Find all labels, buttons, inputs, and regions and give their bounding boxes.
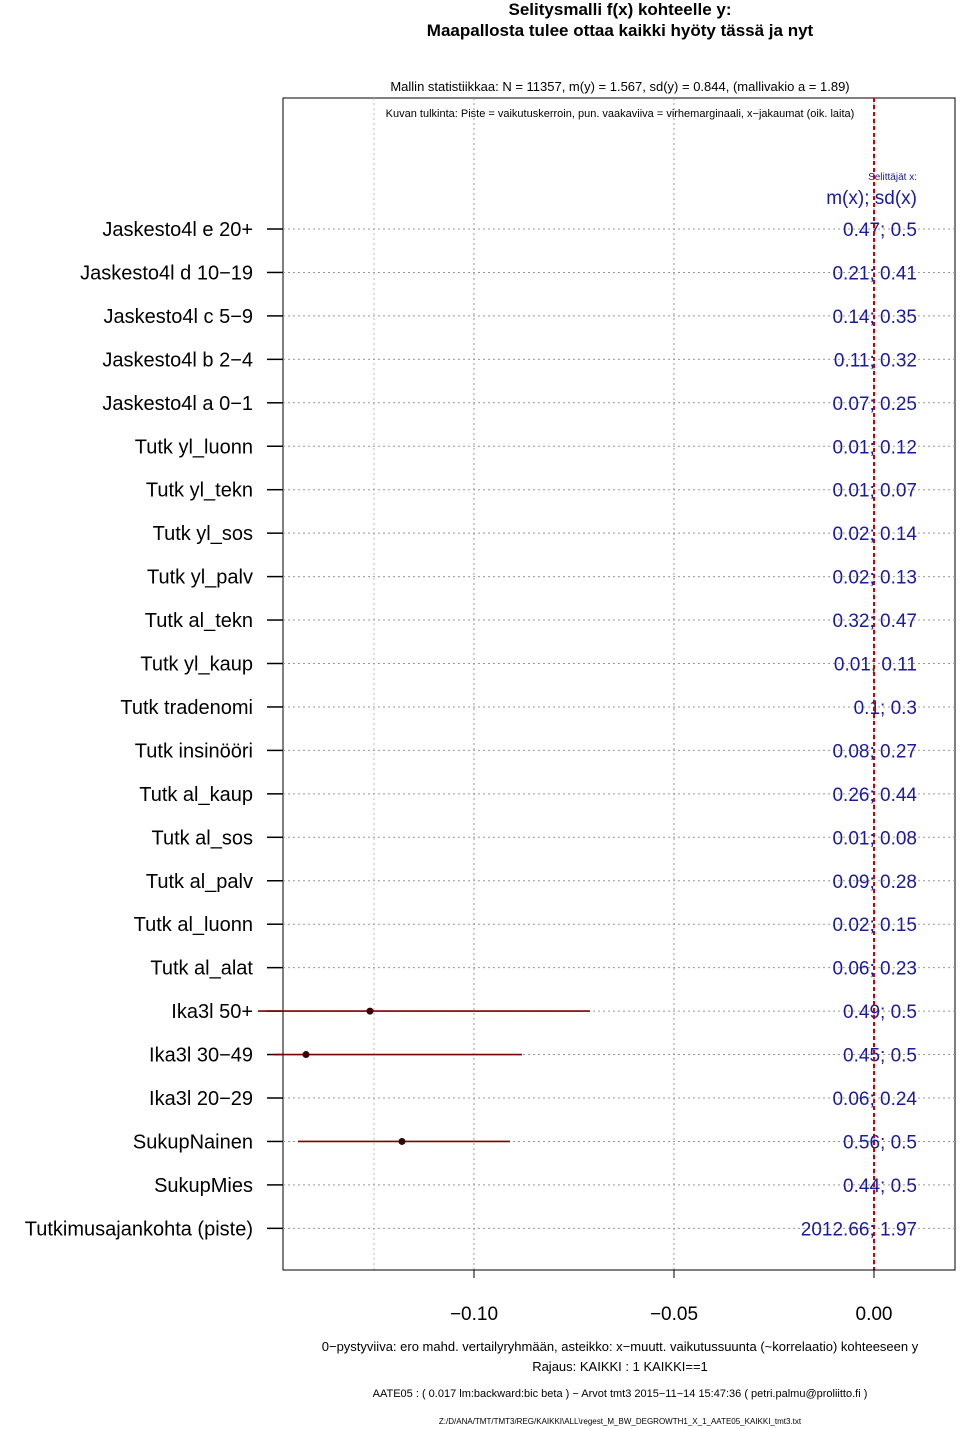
row-mx-sd: 0.01; 0.08 <box>832 828 917 849</box>
row-label: SukupNainen <box>133 1131 253 1153</box>
row-mx-sd: 0.47; 0.5 <box>843 220 917 241</box>
row-mx-sd: 0.01; 0.11 <box>834 655 917 676</box>
footer-explanation: 0−pystyviiva: ero mahd. vertailyryhmään,… <box>321 1339 919 1354</box>
row-label: Tutk tradenomi <box>120 697 253 719</box>
x-tick-label: −0.10 <box>450 1304 498 1325</box>
row-label: Tutkimusajankohta (piste) <box>25 1218 253 1240</box>
row-label: Ika3l 20−29 <box>149 1088 253 1110</box>
row-label: SukupMies <box>154 1175 253 1197</box>
footer-file-path: Z:/D/ANA/TMT/TMT3/REG/KAIKKI\ALL\regest_… <box>438 1417 802 1426</box>
chart-subtitle: Maapallosta tulee ottaa kaikki hyöty täs… <box>426 21 814 40</box>
row-mx-sd: 0.32; 0.47 <box>832 611 917 632</box>
coef-point <box>398 1137 406 1145</box>
coef-point <box>366 1007 374 1015</box>
chart-title: Selitysmalli f(x) kohteelle y: <box>508 0 732 19</box>
row-label: Tutk al_alat <box>150 958 253 980</box>
row-label: Tutk al_tekn <box>145 610 253 632</box>
row-label: Tutk al_sos <box>151 827 253 849</box>
interpretation-note: Kuvan tulkinta: Piste = vaikutuskerroin,… <box>385 108 855 120</box>
row-mx-sd: 0.11; 0.32 <box>834 350 917 371</box>
footer-filter: Rajaus: KAIKKI : 1 KAIKKI==1 <box>532 1359 708 1374</box>
row-mx-sd: 0.45; 0.5 <box>843 1046 917 1067</box>
x-tick-label: 0.00 <box>856 1304 893 1325</box>
row-mx-sd: 0.01; 0.12 <box>832 437 917 458</box>
row-mx-sd: 0.26; 0.44 <box>832 785 917 806</box>
row-mx-sd: 0.56; 0.5 <box>843 1132 917 1153</box>
right-header-small: Selittäjät x: <box>868 172 917 183</box>
row-label: Tutk yl_palv <box>147 567 253 589</box>
row-label: Tutk yl_tekn <box>146 480 253 502</box>
row-label: Jaskesto4l e 20+ <box>102 219 253 241</box>
row-label: Ika3l 30−49 <box>149 1045 253 1067</box>
row-mx-sd: 2012.66; 1.97 <box>801 1219 917 1240</box>
row-mx-sd: 0.49; 0.5 <box>843 1002 917 1023</box>
row-label: Tutk al_luonn <box>134 914 253 936</box>
row-label: Jaskesto4l c 5−9 <box>103 306 253 328</box>
row-mx-sd: 0.07; 0.25 <box>832 394 917 415</box>
x-tick-label: −0.05 <box>650 1304 698 1325</box>
row-label: Tutk yl_luonn <box>135 436 253 458</box>
row-label: Jaskesto4l b 2−4 <box>102 349 253 371</box>
row-mx-sd: 0.44; 0.5 <box>843 1176 917 1197</box>
row-label: Jaskesto4l d 10−19 <box>80 262 253 284</box>
row-mx-sd: 0.02; 0.13 <box>832 568 917 589</box>
row-mx-sd: 0.1; 0.3 <box>854 698 917 719</box>
row-label: Tutk yl_kaup <box>140 654 253 676</box>
row-label: Jaskesto4l a 0−1 <box>102 393 253 415</box>
row-label: Tutk insinööri <box>135 740 253 762</box>
row-label: Tutk al_kaup <box>139 784 253 806</box>
coef-point <box>302 1051 310 1059</box>
model-stats: Mallin statistiikkaa: N = 11357, m(y) = … <box>390 79 850 94</box>
footer-model-info: AATE05 : ( 0.017 lm:backward:bic beta ) … <box>372 1388 868 1400</box>
right-header: m(x); sd(x) <box>826 188 917 209</box>
row-label: Tutk yl_sos <box>153 523 253 545</box>
row-label: Ika3l 50+ <box>171 1001 253 1023</box>
row-label: Tutk al_palv <box>146 871 253 893</box>
